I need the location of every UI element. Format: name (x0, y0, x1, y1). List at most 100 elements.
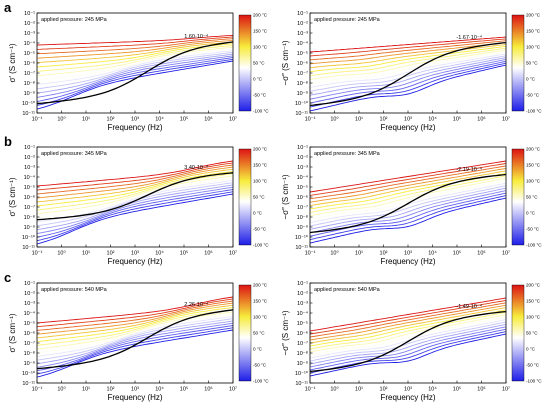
x-tick-label: 10³ (404, 251, 412, 257)
x-tick-label: 10⁴ (155, 386, 164, 393)
x-tick-label: 10⁶ (204, 116, 212, 123)
reference-line (310, 41, 506, 107)
x-tick-label: 10⁴ (155, 250, 164, 257)
x-axis-label: Frequency (Hz) (380, 123, 435, 132)
y-tick-label: 10⁻¹ (24, 281, 35, 287)
x-tick-label: 10³ (131, 117, 139, 123)
series-line (310, 44, 506, 69)
x-tick-label: 10⁷ (229, 386, 237, 393)
series-line (37, 36, 233, 50)
series-line (37, 177, 233, 219)
series-line (37, 162, 233, 191)
y-tick-label: 10⁻⁴ (297, 40, 309, 47)
y-tick-label: 10⁻² (24, 291, 35, 297)
colorbar-label: -100 °C (253, 379, 269, 384)
x-tick-label: 10⁴ (155, 116, 164, 123)
series-line (310, 62, 506, 108)
y-tick-label: 10⁻¹⁰ (22, 370, 36, 377)
curves (310, 297, 506, 377)
series-line (310, 180, 506, 220)
y-tick-label: 10⁻⁶ (297, 60, 308, 67)
series-line (310, 58, 506, 100)
reference-line (37, 41, 233, 105)
y-tick-label: 10⁻¹ (297, 281, 308, 287)
y-tick-label: 10⁻⁴ (24, 310, 36, 317)
series-line (310, 64, 506, 112)
colorbar-label: 50 °C (253, 331, 265, 336)
x-tick-label: 10⁵ (453, 116, 461, 123)
curves (37, 34, 233, 110)
colorbar-label: 50 °C (253, 195, 265, 200)
conductivity-annotation: 1.60·10⁻⁴ (184, 33, 209, 40)
x-tick-label: 10⁻¹ (32, 387, 43, 393)
colorbar-label: -50 °C (526, 227, 540, 232)
series-line (37, 43, 233, 68)
curves (310, 36, 506, 112)
x-tick-label: 10³ (131, 251, 139, 257)
series-line (37, 38, 233, 55)
x-tick-label: 10⁵ (453, 386, 461, 393)
x-tick-label: 10⁶ (204, 386, 212, 393)
series-line (310, 190, 506, 234)
colorbar-label: 200 °C (526, 283, 541, 288)
x-tick-label: 10² (107, 251, 115, 257)
y-tick-label: 10⁻⁸ (24, 350, 35, 357)
curves (310, 160, 506, 244)
y-tick-label: 10⁻⁶ (24, 194, 35, 201)
series-line (310, 333, 506, 377)
x-tick-label: 10¹ (355, 117, 363, 123)
series-line (37, 298, 233, 328)
x-tick-label: 10⁰ (330, 386, 339, 393)
colorbar-label: 50 °C (526, 195, 538, 200)
x-tick-label: 10² (107, 387, 115, 393)
conductivity-annotation: 3.40·10⁻⁴ (184, 164, 209, 171)
y-tick-label: 10⁻¹ (24, 11, 35, 17)
x-tick-label: 10⁰ (330, 250, 339, 257)
series-line (37, 307, 233, 343)
colorbar-label: 0 °C (253, 211, 263, 216)
y-tick-label: 10⁻¹ (24, 145, 35, 151)
x-tick-label: 10³ (131, 387, 139, 393)
series-line (37, 175, 233, 215)
y-tick-label: 10⁻¹ (297, 11, 308, 17)
colorbar-label: 200 °C (253, 283, 268, 288)
series-line (37, 53, 233, 94)
curves (37, 296, 233, 378)
colorbar-label: 0 °C (253, 347, 263, 352)
colorbar-label: -50 °C (253, 93, 267, 98)
y-tick-label: 10⁻² (297, 155, 308, 161)
y-tick-label: 10⁻⁶ (24, 330, 35, 337)
x-tick-label: 10⁰ (57, 386, 66, 393)
series-line (310, 187, 506, 230)
curves (37, 160, 233, 245)
y-tick-label: 10⁻⁵ (24, 320, 35, 327)
series-line (37, 60, 233, 110)
colorbar-label: -50 °C (253, 227, 267, 232)
colorbar-label: 0 °C (253, 77, 263, 82)
y-tick-label: 10⁻⁹ (24, 90, 35, 97)
x-tick-label: 10⁶ (477, 250, 485, 257)
y-tick-label: 10⁻⁴ (24, 40, 36, 47)
series-line (37, 322, 233, 368)
y-tick-label: 10⁻⁷ (24, 340, 35, 347)
series-line (310, 38, 506, 57)
series-line (37, 193, 233, 245)
y-axis-label: σ′ (S cm⁻¹) (8, 177, 17, 216)
panel-c-real: c 10⁻¹ 10⁰ 10¹ 10² 10³ 10⁴ 10⁵ 10⁶ 10⁷ 10⁻¹¹ 10⁻¹⁰ 1… (4, 270, 269, 402)
y-tick-label: 10⁻⁹ (297, 224, 308, 231)
x-tick-label: 10² (380, 251, 388, 257)
series-line (37, 186, 233, 234)
series-line (37, 57, 233, 102)
y-tick-label: 10⁻⁵ (297, 320, 308, 327)
y-tick-label: 10⁻¹¹ (22, 111, 35, 117)
y-axis-label: −σ″ (S cm⁻¹) (281, 40, 290, 85)
colorbar-label: -100 °C (253, 243, 269, 248)
y-tick-label: 10⁻⁷ (24, 70, 35, 77)
reference-line (310, 173, 506, 234)
x-axis-label: Frequency (Hz) (380, 257, 435, 266)
y-tick-label: 10⁻¹¹ (295, 245, 308, 251)
series-line (37, 45, 233, 72)
series-line (310, 302, 506, 338)
y-tick-label: 10⁻⁵ (24, 184, 35, 191)
